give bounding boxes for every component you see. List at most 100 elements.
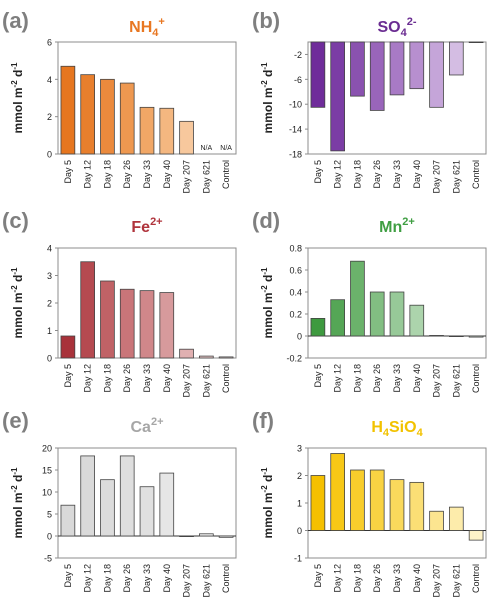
x-tick-label: Day 12	[83, 160, 93, 189]
bar-control	[468, 335, 484, 338]
x-tick-label: Day 33	[142, 564, 152, 593]
title-sub: 4	[383, 427, 390, 439]
y-tick-label: -14	[289, 125, 302, 135]
panel-title: H4SiO4	[371, 419, 423, 439]
bar-day-18	[100, 479, 115, 537]
bar-day-26	[119, 288, 135, 359]
x-tick-label: Day 33	[142, 160, 152, 189]
title-sup: +	[158, 16, 164, 28]
x-tick-label: Day 26	[122, 564, 132, 593]
ylabel-sup: -1	[260, 267, 269, 275]
x-tick-label: Day 12	[83, 364, 93, 393]
ylabel-sup: -1	[260, 467, 269, 475]
bar-day-5	[310, 318, 326, 337]
y-tick-label: -0.2	[286, 354, 302, 364]
bar-day-18	[350, 260, 365, 337]
x-tick-label: Day 33	[392, 564, 402, 593]
bar-day-18	[350, 469, 365, 531]
bar-day-207	[179, 535, 194, 538]
panel-title: NH4+	[129, 16, 165, 39]
y-tick-label: -2	[294, 50, 302, 60]
ylabel-part: d	[11, 275, 25, 286]
y-axis-label: mmol m-2 d-1	[10, 467, 25, 538]
y-tick-label: 3	[297, 444, 302, 454]
panel-label: (e)	[2, 408, 29, 433]
x-tick-label: Day 26	[372, 364, 382, 393]
panel-title: Mn2+	[379, 216, 415, 236]
bar-day-26	[119, 455, 135, 537]
x-tick-label: Day 33	[392, 160, 402, 189]
y-tick-label: 0.4	[289, 288, 302, 298]
x-tick-label: Day 40	[162, 564, 172, 593]
plot-frame	[57, 447, 237, 559]
title-sub: 4	[152, 27, 159, 39]
bar-control	[468, 41, 484, 44]
bar-day-621	[449, 506, 464, 531]
bar-day-18	[100, 78, 115, 155]
ylabel-sup: -1	[10, 267, 19, 275]
x-tick-label: Day 12	[333, 160, 343, 189]
x-tick-label: Day 621	[451, 364, 461, 398]
title-main: Fe	[131, 219, 150, 236]
ylabel-part: mmol m	[261, 87, 275, 133]
y-tick-label: 0	[297, 526, 302, 536]
title-tail: SiO	[389, 419, 417, 436]
x-tick-label: Day 621	[201, 160, 211, 194]
y-tick-label: 10	[42, 488, 52, 498]
panel-title: SO42-	[377, 16, 416, 39]
x-tick-label: Control	[221, 364, 231, 393]
y-tick-label: -6	[294, 75, 302, 85]
panel-d: (d) Mn2+ -0.2 0 0.2 0.4 0.6 0.8 mmol m-2 d-1 Day …	[252, 208, 487, 398]
x-tick-label: Day 621	[451, 160, 461, 194]
bar-day-621	[449, 335, 464, 338]
ylabel-part: mmol m	[11, 87, 25, 133]
x-tick-label: Day 621	[451, 564, 461, 598]
x-tick-label: Day 5	[63, 564, 73, 588]
y-axis-label: mmol m-2 d-1	[10, 267, 25, 338]
ylabel-part: d	[11, 70, 25, 81]
y-tick-label: 1	[47, 326, 52, 336]
x-tick-label: Control	[471, 564, 481, 593]
x-tick-label: Day 40	[412, 160, 422, 189]
bar-day-26	[369, 41, 385, 111]
y-tick-label: 3	[47, 271, 52, 281]
x-tick-label: Day 40	[412, 564, 422, 593]
y-tick-label: 2	[47, 299, 52, 309]
x-tick-label: Day 5	[313, 564, 323, 588]
bar-day-40	[159, 107, 175, 155]
panel-title: Fe2+	[131, 216, 162, 236]
bar-day-40	[409, 481, 425, 531]
bar-day-207	[429, 41, 444, 108]
x-tick-label: Day 26	[372, 564, 382, 593]
x-tick-label: Day 207	[432, 160, 442, 194]
bar-day-12	[80, 455, 95, 537]
ylabel-sup: -2	[10, 285, 19, 293]
bar-day-26	[369, 469, 385, 531]
x-tick-label: Day 18	[352, 160, 362, 189]
title-sup: 2+	[151, 416, 164, 428]
panel-label: (c)	[2, 208, 29, 233]
bar-day-207	[179, 348, 194, 359]
bar-day-12	[330, 453, 345, 531]
panel-label: (a)	[2, 8, 29, 33]
title-main: SO	[377, 19, 400, 36]
x-tick-label: Day 40	[162, 364, 172, 393]
ylabel-part: d	[261, 70, 275, 81]
y-tick-label: 0.6	[289, 266, 302, 276]
title-sup: 2+	[402, 216, 415, 228]
x-tick-label: Day 33	[142, 364, 152, 393]
y-tick-label: 15	[42, 466, 52, 476]
x-tick-label: Control	[471, 160, 481, 189]
ylabel-part: d	[261, 475, 275, 486]
bar-day-40	[159, 292, 175, 359]
bar-day-621	[199, 533, 214, 537]
bar-day-40	[409, 304, 425, 337]
x-tick-label: Day 5	[63, 364, 73, 388]
y-tick-label: -1	[294, 554, 302, 564]
x-tick-label: Day 40	[412, 364, 422, 393]
x-tick-label: Control	[471, 364, 481, 393]
